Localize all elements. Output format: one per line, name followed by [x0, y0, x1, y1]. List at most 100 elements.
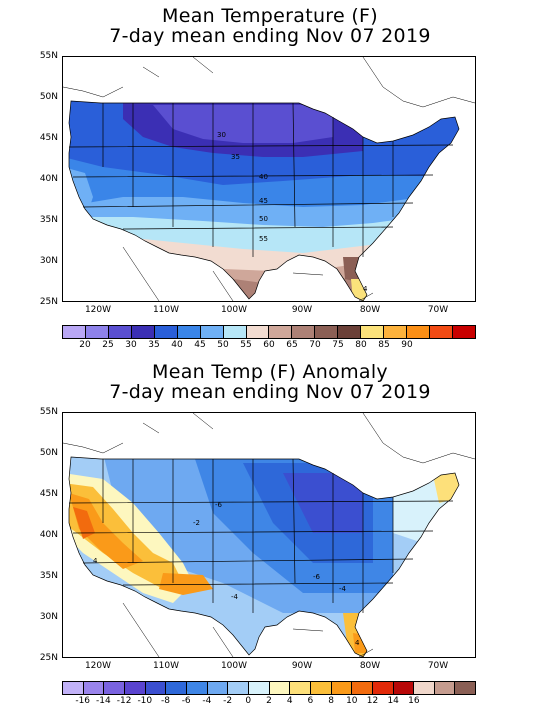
map2-lon-label: 80W	[359, 661, 381, 671]
map1-colorbar-label: 35	[148, 340, 160, 350]
map1-colorbar-swatch	[200, 326, 224, 338]
map2-lon-label: 100W	[220, 661, 248, 671]
map1-contour-label: 45	[259, 197, 268, 205]
map1-coastlines-outside	[63, 57, 475, 301]
map1-lat-label: 55N	[39, 51, 58, 61]
map2-lat-label: 30N	[39, 612, 58, 622]
map2-colorbar-label: 0	[245, 696, 252, 706]
map1-lon-label: 110W	[152, 305, 180, 315]
map2-colorbar-swatch	[166, 682, 187, 694]
map1-colorbar-label: 75	[332, 340, 344, 350]
map1-colorbar-swatch	[131, 326, 155, 338]
map2-colorbar-swatch	[269, 682, 291, 694]
map2-colorbar-swatch	[372, 682, 394, 694]
map1-lat-label: 50N	[39, 92, 58, 102]
map1-contour-label: 40	[259, 173, 268, 181]
map2-colorbar-swatch	[393, 682, 415, 694]
map1-colorbar-swatch	[430, 326, 453, 338]
map2-colorbar-label: 8	[328, 696, 334, 706]
map1-colorbar-label: 30	[125, 340, 137, 350]
map2-contour-label: -6	[215, 501, 223, 509]
map2-colorbar-label: 6	[307, 696, 314, 706]
map1-colorbar-swatch	[269, 326, 293, 338]
map2-colorbar-label: -4	[202, 696, 212, 706]
map1-colorbar-label: 65	[286, 340, 298, 350]
map2-contour-label: 4	[93, 557, 98, 565]
map1-colorbar-swatch	[452, 326, 475, 338]
map1-colorbar-swatch	[63, 326, 86, 338]
map1-frame: 30 35 40 45 50 55 4	[62, 56, 476, 302]
map1-colorbar-label: 70	[309, 340, 321, 350]
map1-colorbar-label: 80	[355, 340, 367, 350]
map2-colorbar-label: -10	[137, 696, 153, 706]
map1-colorbar-swatch	[338, 326, 362, 338]
map2-frame: -6 -2 -6 -4 -4 4 4	[62, 412, 476, 658]
map1-borders	[68, 100, 460, 301]
map2-shaded-bands	[69, 457, 459, 657]
map1-colorbar-label: 20	[79, 340, 91, 350]
map1-lat-label: 35N	[39, 215, 58, 225]
map2-colorbar-label: -14	[96, 696, 111, 706]
map2-colorbar-label: 4	[286, 696, 293, 706]
map1-contour-label: 4	[363, 285, 368, 293]
map1-colorbar-label: 25	[102, 340, 114, 350]
map2-colorbar-label: 2	[266, 696, 272, 706]
map1-colorbar-swatch	[407, 326, 430, 338]
map2-colorbar-label: -6	[181, 696, 191, 706]
map2-colorbar-swatch	[104, 682, 125, 694]
map2-lat-label: 45N	[39, 489, 58, 499]
map2-colorbar-label: -2	[223, 696, 233, 706]
map1-colorbar-swatch	[292, 326, 316, 338]
map2-colorbar	[62, 681, 476, 695]
map1-lon-label: 70W	[427, 305, 449, 315]
map2-colorbar-swatch	[145, 682, 167, 694]
map2-contour-label: -4	[339, 585, 347, 593]
map2-contour-label: -2	[193, 519, 200, 527]
map1-colorbar-label: 40	[171, 340, 183, 350]
map2-borders	[68, 456, 460, 657]
map2-colorbar-label: -12	[116, 696, 132, 706]
map1-shaded-bands	[69, 101, 459, 301]
map1-colorbar-swatch	[315, 326, 339, 338]
map1-lon-label: 120W	[84, 305, 112, 315]
map2-contour-label: -4	[231, 593, 239, 601]
map2-colorbar-label: -16	[75, 696, 91, 706]
map2-lat-label: 50N	[39, 448, 58, 458]
map1-lat-label: 25N	[39, 297, 58, 307]
map1-colorbar-swatch	[246, 326, 270, 338]
map2-colorbar-swatch	[207, 682, 229, 694]
map2-colorbar-label: 16	[408, 696, 420, 706]
map2-colorbar-swatch	[414, 682, 435, 694]
map1-colorbar-swatch	[108, 326, 132, 338]
map1-title-line2: 7-day mean ending Nov 07 2019	[109, 25, 431, 47]
map1-title-line1: Mean Temperature (F)	[162, 5, 378, 27]
map1-contour-label: 30	[217, 131, 226, 139]
map1-colorbar-swatch	[384, 326, 408, 338]
map2-colorbar-swatch	[434, 682, 456, 694]
map1-contour-labels: 30 35 40 45 50 55 4	[217, 131, 368, 293]
map1-colorbar-label: 90	[401, 340, 413, 350]
map1-colorbar	[62, 325, 476, 339]
map2-colorbar-swatch	[186, 682, 208, 694]
map1-colorbar-label: 60	[263, 340, 275, 350]
map2-colorbar-swatch	[290, 682, 311, 694]
map2-anomaly-field: -6 -2 -6 -4 -4 4 4	[63, 413, 475, 657]
map1-colorbar-swatch	[177, 326, 201, 338]
map1-contour-label: 55	[259, 235, 268, 243]
map1-colorbar-swatch	[361, 326, 385, 338]
map2-colorbar-swatch	[455, 682, 476, 694]
map2-lat-label: 55N	[39, 407, 58, 417]
map1-contour-label: 35	[231, 153, 240, 161]
map1-colorbar-label: 45	[194, 340, 206, 350]
map1-lat-label: 30N	[39, 256, 58, 266]
map2-contour-label: -6	[313, 573, 321, 581]
map2-colorbar-label: 10	[346, 696, 358, 706]
map2-lat-label: 35N	[39, 571, 58, 581]
map2-lat-label: 40N	[39, 530, 58, 540]
map1-contour-label: 50	[259, 215, 268, 223]
map2-coastlines-outside	[63, 413, 475, 657]
map2-colorbar-label: 14	[387, 696, 399, 706]
map1-colorbar-label: 85	[378, 340, 390, 350]
map1-colorbar-swatch	[154, 326, 178, 338]
map1-colorbar-swatch	[85, 326, 109, 338]
